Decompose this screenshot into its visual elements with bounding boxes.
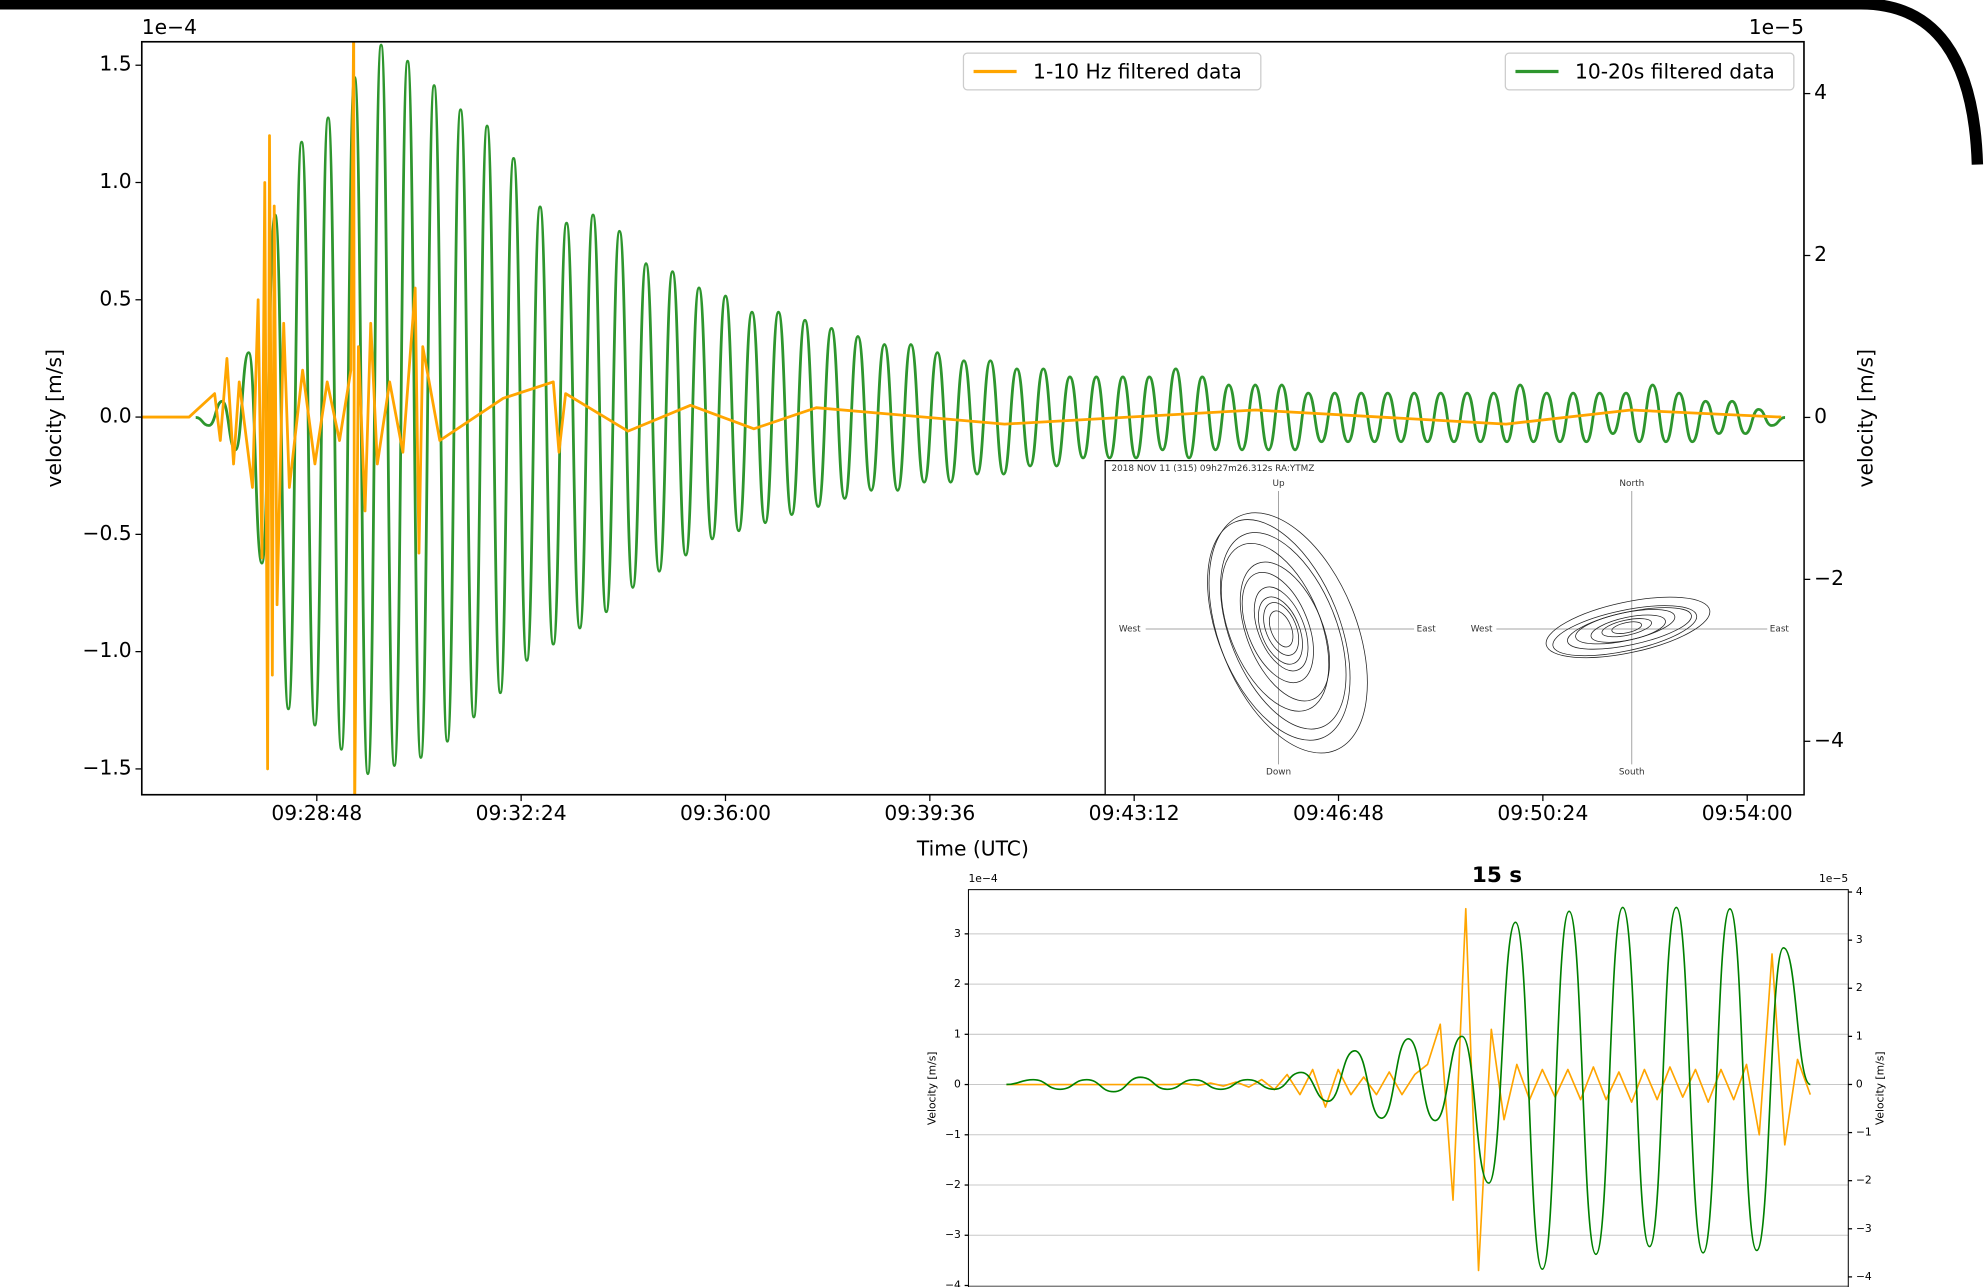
loop — [1241, 572, 1314, 684]
legend-label: 1-10 Hz filtered data — [1033, 59, 1242, 83]
x-tick-label: 09:46:48 — [1293, 801, 1384, 825]
y-tick-label: −1 — [945, 1128, 961, 1141]
x-tick-label: 09:54:00 — [1702, 801, 1793, 825]
y2-tick-label: 4 — [1856, 885, 1863, 898]
loop — [1220, 543, 1330, 712]
label-south: South — [1619, 767, 1645, 777]
frame-edge — [0, 0, 1984, 165]
label-up: Up — [1273, 479, 1285, 489]
y-offset-label: 1e−4 — [968, 872, 997, 885]
plot-area — [1006, 906, 1812, 1272]
y-tick-label: 0.5 — [99, 286, 131, 310]
label-west: West — [1471, 624, 1493, 634]
loop — [1545, 596, 1711, 659]
y2-tick-label: 3 — [1856, 933, 1863, 946]
loop — [1208, 512, 1368, 754]
y2-tick-label: −2 — [1814, 566, 1844, 590]
chart: −4 −3 −2 −1 0 1 2 3 −4 −3 −2 −1 0 1 2 3 4 1e−4 1e−5 15 s Vel… — [926, 863, 1887, 1287]
x-tick-label: 09:50:24 — [1497, 801, 1588, 825]
plot-frame — [140, 40, 1805, 796]
chart: −1.5 −1.0 −0.5 0.0 0.5 1.0 1.5 −4 −2 0 2 4 09:28:48 0… — [42, 15, 1878, 860]
chart-title: 15 s — [1472, 863, 1522, 888]
y-tick-label: 1.5 — [99, 52, 131, 76]
y2-tick-label: −1 — [1856, 1126, 1872, 1139]
loop — [1601, 618, 1652, 638]
particle-motion-inset: 2018 NOV 11 (315) 09h27m26.312s RA:YTMZ … — [1104, 460, 1805, 796]
motion-loops-right — [1545, 596, 1711, 659]
loop — [1611, 621, 1643, 634]
label-north: North — [1619, 479, 1644, 489]
y-tick-label: −0.5 — [82, 521, 131, 545]
y-tick-label: 0.0 — [99, 404, 131, 428]
y-tick-label: −2 — [945, 1178, 961, 1191]
y2-tick-label: 4 — [1814, 80, 1827, 104]
legend: 10-20s filtered data — [1504, 52, 1795, 91]
legend-label: 10-20s filtered data — [1575, 59, 1775, 83]
plot-frame — [967, 889, 1849, 1287]
loop — [1263, 602, 1300, 656]
legend-box — [962, 52, 1262, 91]
axes-left — [1145, 491, 1415, 765]
x-tick-label: 09:32:24 — [476, 801, 567, 825]
y2-tick-label: −4 — [1814, 728, 1844, 752]
loop — [1253, 586, 1309, 672]
x-tick-label: 09:36:00 — [680, 801, 771, 825]
legend: 1-10 Hz filtered data — [962, 52, 1262, 91]
x-tick-label: 09:39:36 — [884, 801, 975, 825]
y2-tick-label: 2 — [1814, 242, 1827, 266]
y-tick-label: −3 — [945, 1228, 961, 1241]
y-tick-label: 1 — [954, 1027, 961, 1040]
axes-right — [1496, 491, 1768, 765]
label-down: Down — [1266, 767, 1291, 777]
x-axis-label: Time (UTC) — [916, 836, 1029, 860]
y-tick-label: −1.5 — [82, 755, 131, 779]
y2-tick-label: −2 — [1856, 1174, 1872, 1187]
y2-axis-label: velocity [m/s] — [1853, 349, 1877, 487]
y-tick-label: 3 — [954, 927, 961, 940]
y2-offset-label: 1e−5 — [1749, 15, 1804, 39]
y2-tick-label: −3 — [1856, 1222, 1872, 1235]
series-line — [141, 41, 1782, 795]
y-axis-label: velocity [m/s] — [42, 349, 66, 487]
plot-area — [141, 41, 1786, 795]
x-tick-label: 09:43:12 — [1089, 801, 1180, 825]
y2-tick-label: 0 — [1856, 1077, 1863, 1090]
y-tick-label: −4 — [945, 1278, 961, 1287]
y-axis-label: Velocity [m/s] — [926, 1051, 939, 1125]
y-tick-label: 0 — [954, 1078, 961, 1091]
y-tick-label: −1.0 — [82, 638, 131, 662]
motion-loops-left — [1207, 512, 1368, 754]
y2-tick-label: 1 — [1856, 1029, 1863, 1042]
y2-axis-label: Velocity [m/s] — [1874, 1051, 1887, 1125]
label-east: East — [1770, 624, 1790, 634]
y2-tick-label: 2 — [1856, 981, 1863, 994]
loop — [1268, 610, 1294, 648]
y-tick-label: 2 — [954, 977, 961, 990]
x-tick-label: 09:28:48 — [271, 801, 362, 825]
series-line — [195, 43, 1786, 776]
y2-tick-label: 0 — [1814, 404, 1827, 428]
series-line — [1006, 907, 1812, 1272]
y2-tick-label: −4 — [1856, 1270, 1872, 1283]
y-offset-label: 1e−4 — [142, 15, 197, 39]
loop — [1567, 607, 1692, 650]
y-tick-label: 1.0 — [99, 169, 131, 193]
charts: −1.5 −1.0 −0.5 0.0 0.5 1.0 1.5 −4 −2 0 2 4 09:28:48 0… — [42, 15, 1887, 1287]
inset-frame — [1104, 460, 1805, 796]
loop — [1258, 596, 1303, 665]
label-east: East — [1417, 624, 1437, 634]
series-line — [1006, 906, 1812, 1271]
loop — [1552, 605, 1698, 657]
legend-box — [1504, 52, 1795, 91]
loop — [1220, 532, 1347, 730]
y2-offset-label: 1e−5 — [1819, 872, 1848, 885]
label-west: West — [1119, 624, 1141, 634]
inset-header: 2018 NOV 11 (315) 09h27m26.312s RA:YTMZ — [1111, 464, 1314, 474]
